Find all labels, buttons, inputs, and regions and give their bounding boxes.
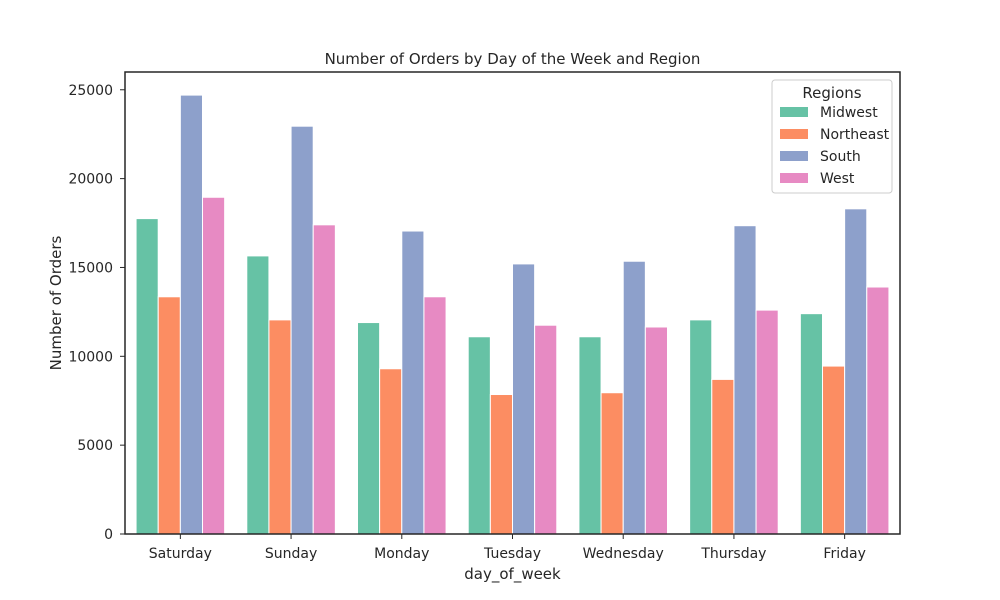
y-tick-label: 20000 [68, 172, 113, 188]
legend-label-south: South [820, 149, 861, 165]
y-tick-label: 15000 [68, 260, 113, 276]
y-tick-label: 0 [104, 527, 113, 543]
bar-northeast-sunday [268, 319, 292, 535]
bar-northeast-saturday [157, 296, 181, 535]
bar-northeast-monday [379, 368, 403, 535]
legend: Regions Midwest Northeast South West [771, 79, 893, 194]
bar-south-sunday [290, 125, 314, 535]
legend-swatch-northeast [780, 129, 808, 139]
bar-midwest-sunday [246, 255, 270, 535]
legend-swatch-west [780, 173, 808, 183]
x-tick-label-sunday: Sunday [265, 546, 317, 562]
bar-south-monday [401, 230, 425, 535]
bar-south-saturday [179, 94, 203, 535]
x-axis-ticks: Saturday Sunday Monday Tuesday Wednesday Thur… [149, 534, 866, 562]
bars-layer [135, 94, 890, 535]
x-axis-title: day_of_week [464, 565, 561, 584]
bar-south-tuesday [512, 263, 536, 535]
bar-west-thursday [755, 309, 779, 535]
chart-title: Number of Orders by Day of the Week and … [325, 50, 701, 68]
bar-midwest-wednesday [578, 336, 602, 535]
y-tick-label: 10000 [68, 349, 113, 365]
bar-midwest-thursday [689, 319, 713, 535]
x-tick-label-wednesday: Wednesday [583, 546, 664, 562]
x-tick-label-monday: Monday [374, 546, 429, 562]
x-tick-label-tuesday: Tuesday [483, 546, 541, 562]
legend-label-west: West [820, 171, 855, 187]
bar-west-saturday [202, 196, 226, 535]
y-axis-title: Number of Orders [47, 235, 65, 370]
legend-label-northeast: Northeast [820, 127, 890, 143]
legend-swatch-midwest [780, 107, 808, 117]
y-tick-label: 5000 [77, 438, 113, 454]
bar-south-friday [844, 208, 868, 535]
bar-midwest-saturday [135, 218, 159, 535]
bar-midwest-monday [357, 322, 381, 535]
x-tick-label-saturday: Saturday [149, 546, 212, 562]
bar-west-tuesday [534, 324, 558, 535]
bar-northeast-wednesday [600, 392, 624, 535]
bar-west-friday [866, 286, 890, 535]
bar-northeast-thursday [711, 378, 735, 535]
x-tick-label-friday: Friday [823, 546, 865, 562]
bar-south-thursday [733, 225, 757, 535]
y-tick-label: 25000 [68, 83, 113, 99]
bar-west-wednesday [644, 326, 668, 535]
bar-northeast-friday [822, 365, 846, 535]
legend-title: Regions [802, 84, 861, 102]
bar-midwest-tuesday [467, 336, 491, 535]
bar-west-sunday [312, 224, 336, 535]
legend-label-midwest: Midwest [820, 105, 878, 121]
x-tick-label-thursday: Thursday [700, 546, 766, 562]
y-axis-ticks: 0 5000 10000 15000 20000 25000 [68, 83, 125, 543]
bar-northeast-tuesday [489, 394, 513, 535]
legend-swatch-south [780, 151, 808, 161]
bar-midwest-friday [799, 313, 823, 535]
bar-south-wednesday [622, 260, 646, 535]
bar-west-monday [423, 296, 447, 535]
legend-items: Midwest Northeast South West [780, 105, 890, 187]
